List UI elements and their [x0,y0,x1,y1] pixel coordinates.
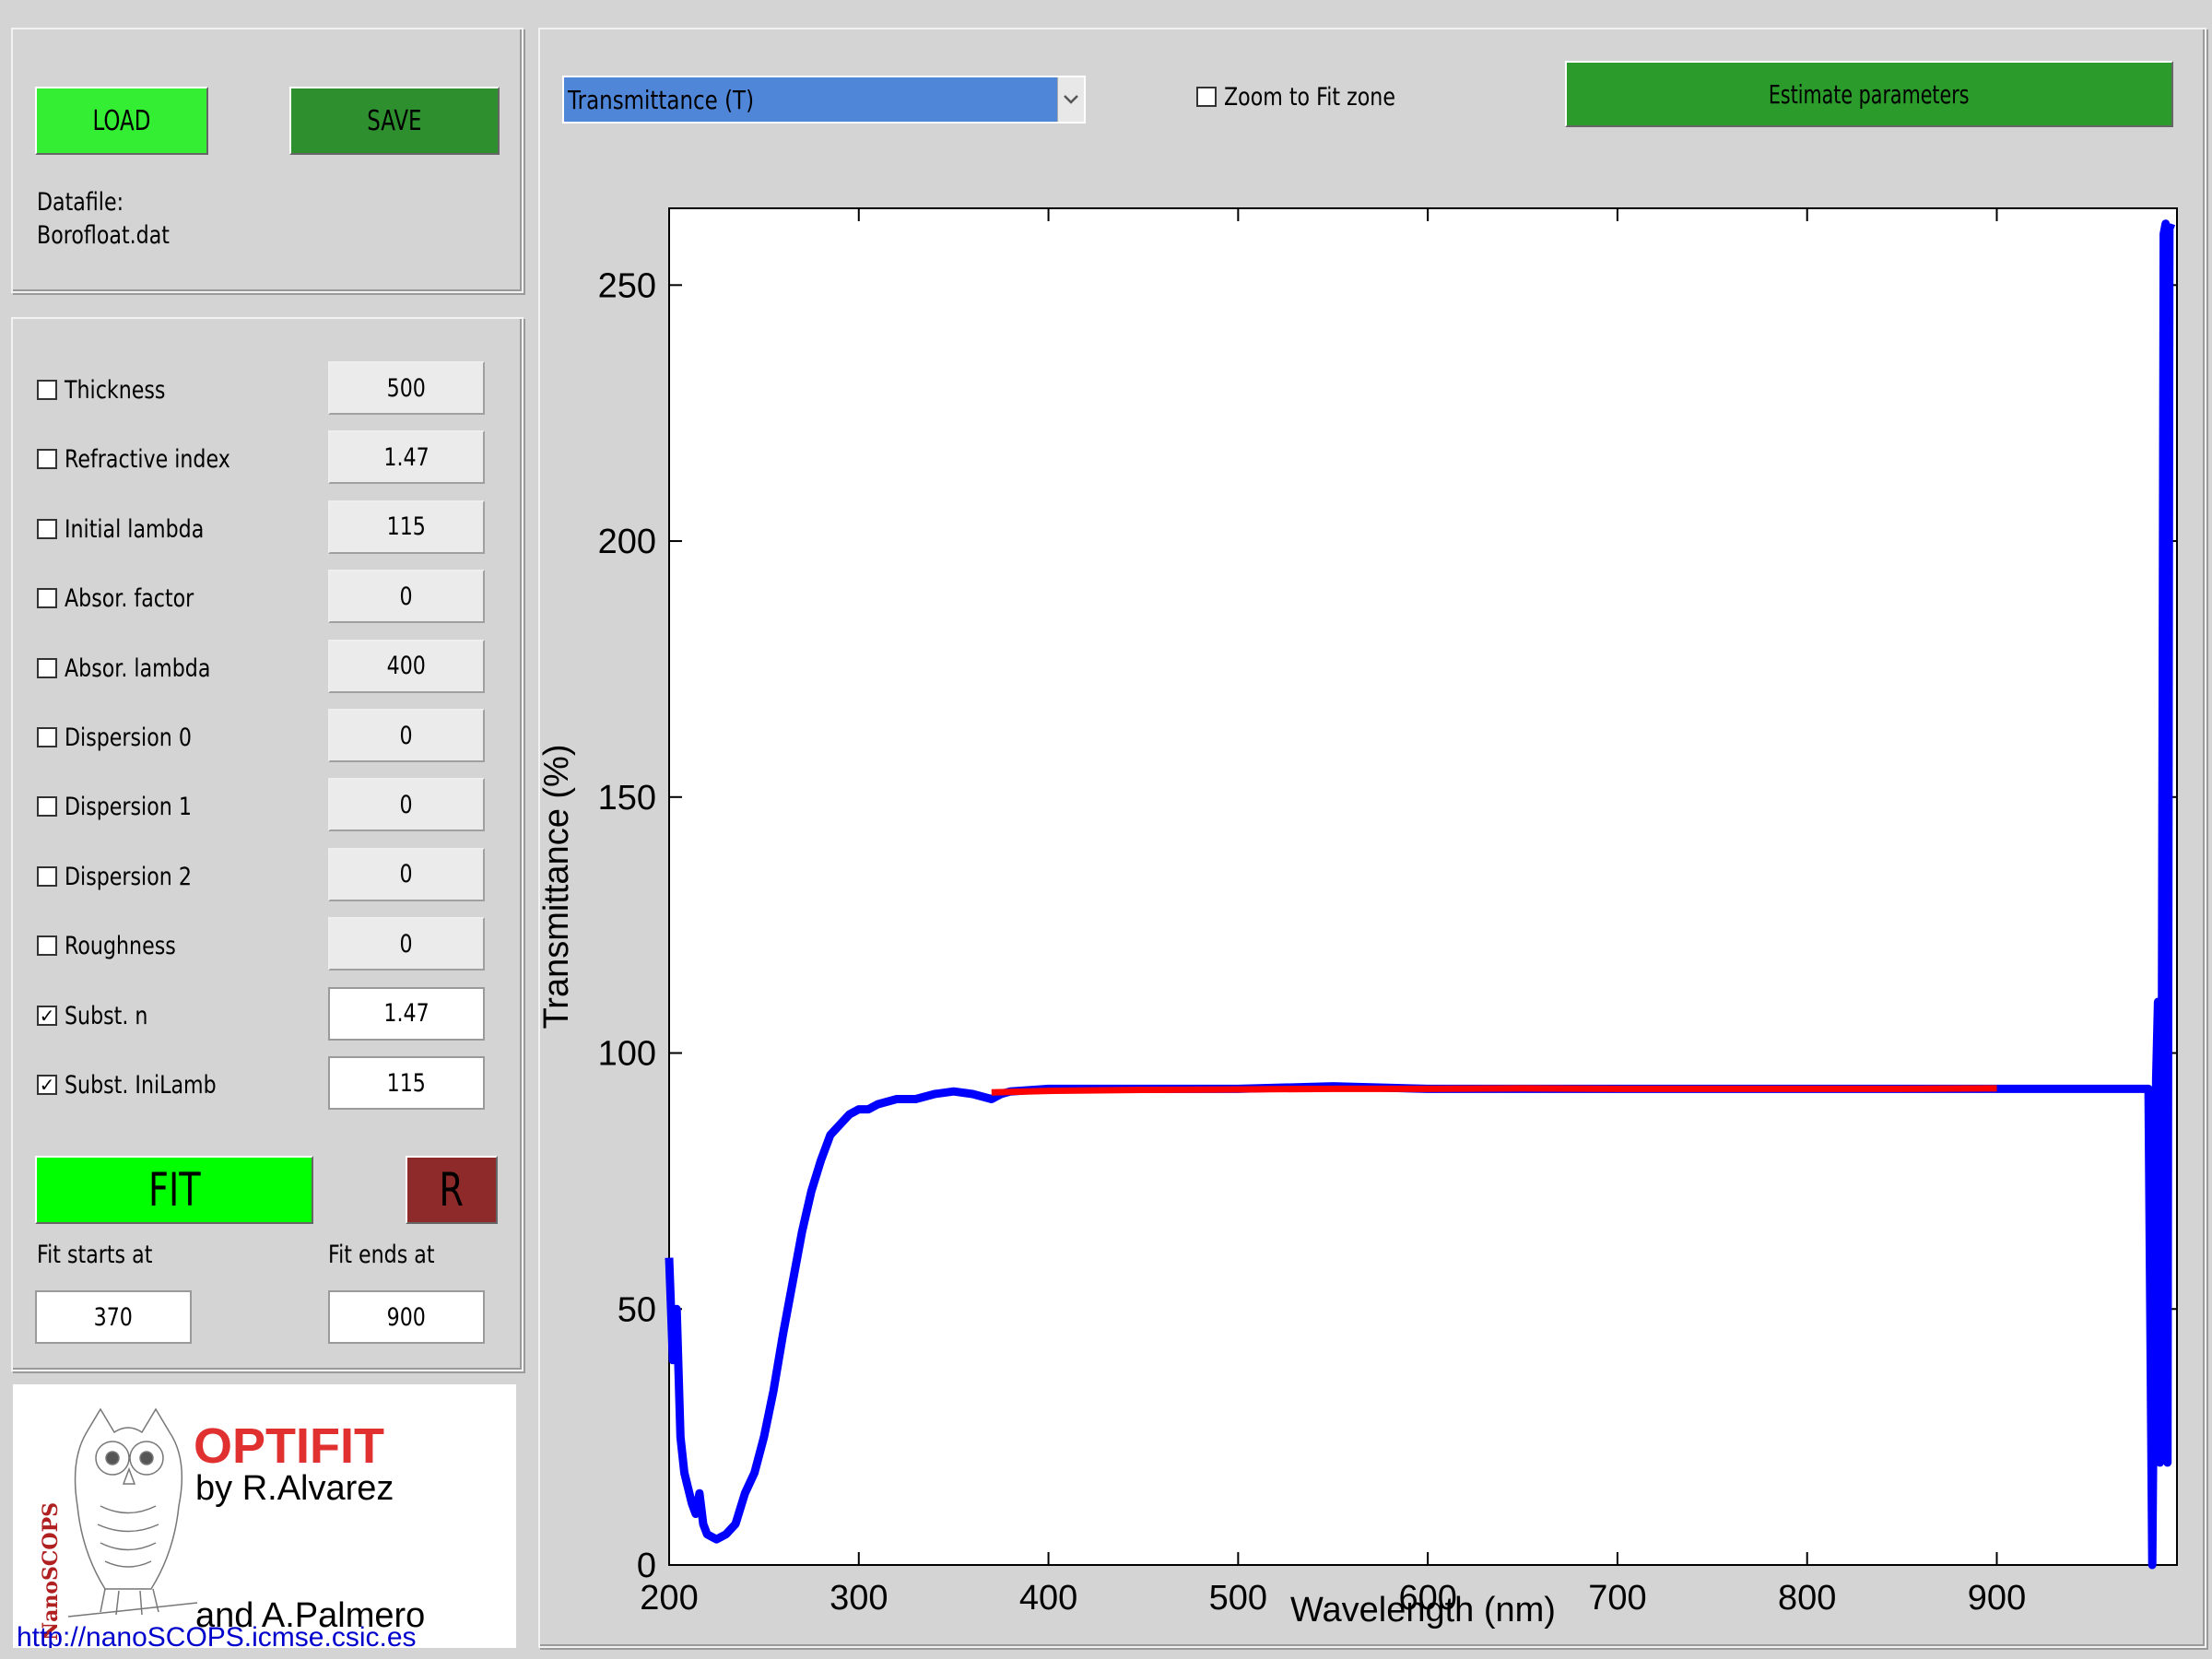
param-checkbox[interactable] [37,449,57,470]
param-input[interactable]: 0 [328,917,485,971]
estimate-parameters-button[interactable]: Estimate parameters [1565,61,2173,127]
plot-panel: Transmittance (T) Zoom to Fit zone Estim… [538,28,2206,1648]
load-button[interactable]: LOAD [35,87,208,155]
transmittance-chart[interactable]: 200 300 400 500 600 700 800 900050100150200250 … [540,116,2205,1646]
param-input[interactable]: 1.47 [328,430,485,485]
param-value: 1.47 [383,999,429,1029]
parameters-panel: Thickness 500 Refractive index 1.47 Initial … [11,317,524,1371]
param-label: Roughness [65,932,176,961]
mode-select[interactable]: Transmittance (T) [562,76,1086,124]
param-value: 115 [386,1068,427,1098]
app-title: OPTIFIT [194,1418,384,1474]
param-label: Dispersion 1 [65,793,192,822]
fit-series-line [991,1085,1997,1096]
param-input[interactable]: 400 [328,639,485,693]
param-checkbox[interactable] [37,865,57,887]
param-value: 0 [399,790,414,819]
param-value: 0 [399,582,414,611]
param-label: Absor. factor [65,584,194,614]
param-input[interactable]: 1.47 [328,986,485,1041]
reset-button-label: R [439,1163,465,1217]
mode-select-value: Transmittance (T) [568,85,755,115]
nanoscops-vertical-text: NanoSCOPS [39,1501,64,1641]
param-input[interactable]: 0 [328,709,485,762]
param-input[interactable]: 0 [328,847,485,901]
y-tick-label: 50 [618,1290,656,1329]
param-checkbox[interactable]: ✓ [37,1005,57,1026]
param-checkbox[interactable] [37,935,57,957]
param-label: Subst. IniLamb [65,1071,217,1100]
zoom-label: Zoom to Fit zone [1224,83,1395,112]
fit-start-label: Fit starts at [37,1241,153,1269]
param-value: 400 [386,652,427,681]
x-tick-label: 900 [1968,1579,2026,1618]
owl-logo-image [67,1407,198,1618]
param-label: Dispersion 0 [65,724,192,752]
param-checkbox[interactable] [37,380,57,400]
author-line-1: by R.Alvarez [195,1469,394,1508]
param-checkbox[interactable]: ✓ [37,1075,57,1095]
series-group [665,219,2176,1570]
param-label: Subst. n [65,1001,148,1030]
axis-ticks: 200 300 400 500 600 700 800 900 0 50 100 150 200 250 [598,208,2177,1618]
y-tick-label: 100 [598,1035,656,1074]
fit-start-value: 370 [93,1302,134,1332]
datafile-label: Datafile: [37,188,124,217]
param-label: Absor. lambda [65,653,211,683]
param-checkbox[interactable] [37,727,57,747]
y-tick-label: 250 [598,266,656,305]
save-button[interactable]: SAVE [289,87,500,155]
save-button-label: SAVE [367,104,422,137]
param-input[interactable]: 0 [328,778,485,832]
param-checkbox[interactable] [37,588,57,609]
load-button-label: LOAD [92,104,151,137]
fit-button[interactable]: FIT [35,1156,313,1224]
param-label: Dispersion 2 [65,862,192,891]
x-tick-label: 400 [1019,1579,1077,1618]
x-tick-label: 500 [1209,1579,1267,1618]
x-tick-label: 700 [1588,1579,1646,1618]
x-axis-label: Wavelength (nm) [1290,1591,1556,1630]
estimate-parameters-label: Estimate parameters [1769,78,1970,110]
param-value: 500 [386,373,427,403]
reset-button[interactable]: R [406,1156,498,1224]
fit-end-input[interactable]: 900 [328,1290,485,1344]
website-link[interactable]: http://nanoSCOPS.icmse.csic.es [17,1622,417,1648]
param-input[interactable]: 115 [328,1056,485,1110]
param-value: 0 [399,860,414,889]
x-tick-label: 300 [830,1579,888,1618]
fit-end-label: Fit ends at [328,1241,435,1269]
param-value: 115 [386,512,427,542]
logo-area: NanoSCOPS OPTIFIT by R.Alvarez and A.Pal… [13,1384,516,1648]
param-checkbox[interactable] [37,796,57,818]
param-label: Thickness [65,376,166,405]
y-tick-label: 150 [598,779,656,818]
x-tick-label: 800 [1778,1579,1836,1618]
param-checkbox[interactable] [37,657,57,678]
author-line-2: and A.Palmero [195,1596,426,1635]
zoom-checkbox[interactable] [1196,87,1217,107]
x-tick-label: 600 [1398,1579,1456,1618]
data-series-line [665,219,2176,1570]
param-label: Refractive index [65,445,230,475]
fit-start-input[interactable]: 370 [35,1290,192,1344]
param-value: 0 [399,929,414,959]
x-tick-label: 200 [640,1579,698,1618]
param-input[interactable]: 0 [328,570,485,624]
fit-button-label: FIT [147,1163,201,1217]
plot-area [668,207,2178,1566]
fit-end-value: 900 [386,1302,427,1332]
file-panel: LOAD SAVE Datafile: Borofloat.dat [11,28,524,293]
datafile-name: Borofloat.dat [37,221,170,250]
y-tick-label: 200 [598,523,656,561]
y-axis-label: Transmittance (%) [540,745,576,1030]
param-input[interactable]: 500 [328,361,485,415]
param-label: Initial lambda [65,514,205,544]
param-value: 1.47 [383,442,429,472]
param-value: 0 [399,721,414,750]
y-tick-label: 0 [637,1547,656,1585]
chevron-down-icon[interactable] [1057,77,1084,122]
param-checkbox[interactable] [37,518,57,539]
param-input[interactable]: 115 [328,500,485,554]
